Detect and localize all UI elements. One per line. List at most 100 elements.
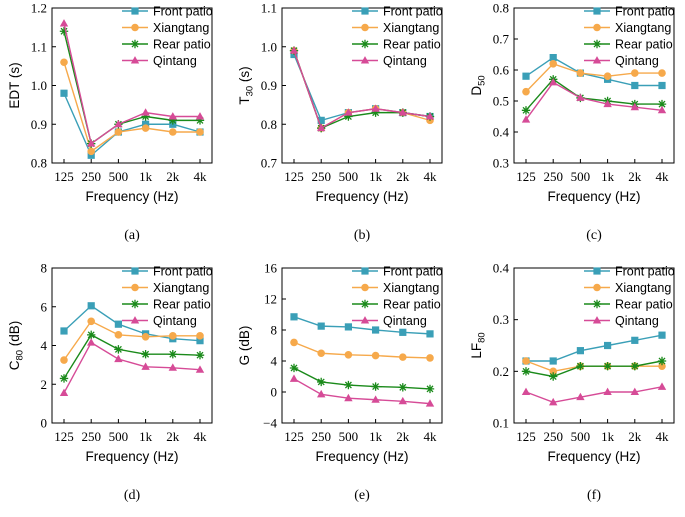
legend-marker [592, 39, 602, 49]
legend-label: Xiangtang [153, 21, 209, 35]
y-tick-label: 12 [264, 292, 277, 307]
series-qintang [521, 78, 667, 123]
y-axis-title-main: LF [469, 343, 484, 359]
x-tick-label: 1k [369, 429, 383, 444]
x-tick-label: 125 [54, 429, 74, 444]
legend-marker [361, 7, 369, 15]
data-point [630, 387, 639, 395]
data-point [289, 363, 299, 373]
x-tick-label: 250 [543, 169, 563, 184]
data-point [522, 72, 530, 80]
series-line [293, 316, 431, 335]
legend-label: Qintang [383, 314, 427, 328]
legend: Front patio Xiangtang Rear patio Qintang [122, 5, 213, 68]
x-axis-title: Frequency (Hz) [85, 449, 178, 464]
data-point [87, 139, 96, 147]
y-tick-label: 0.4 [493, 261, 510, 276]
data-point [196, 128, 204, 136]
data-point [426, 330, 434, 338]
x-tick-label: 4k [424, 429, 438, 444]
panel-label: (a) [124, 228, 140, 243]
series-xiangtang [60, 317, 204, 364]
series-line [63, 23, 200, 145]
y-tick-label: 0.1 [493, 416, 509, 431]
data-point [168, 116, 177, 125]
legend-marker [360, 56, 370, 64]
y-axis-title-subscript: 30 [245, 86, 256, 97]
legend-label: Xiangtang [615, 21, 671, 35]
series-qintang [289, 374, 435, 407]
x-tick-label: 4k [194, 429, 208, 444]
data-point [371, 351, 380, 360]
series-line [525, 78, 662, 111]
data-point [576, 392, 585, 401]
y-tick-label: 0.5 [493, 94, 509, 109]
series-line [63, 320, 200, 361]
x-tick-label: 1k [139, 429, 153, 444]
data-point [195, 350, 205, 360]
data-point [399, 328, 407, 336]
data-point [657, 382, 667, 390]
data-point [344, 393, 353, 402]
data-point [60, 58, 68, 67]
data-point [522, 87, 530, 96]
x-tick-label: 1k [139, 169, 153, 184]
y-tick-label: 4 [41, 338, 48, 353]
data-point [657, 356, 667, 366]
y-tick-label: 0.8 [261, 117, 277, 132]
y-tick-label: 0 [271, 385, 278, 400]
data-point [657, 99, 667, 109]
data-point [399, 353, 407, 361]
series-line [525, 386, 663, 404]
y-tick-label: 0.8 [493, 1, 509, 16]
y-tick-label: 8 [271, 323, 278, 338]
data-point [168, 112, 177, 120]
series-xiangtang [60, 58, 204, 156]
data-point [87, 151, 95, 159]
data-point [169, 332, 177, 340]
series-qintang [521, 382, 667, 406]
data-point [658, 331, 666, 339]
data-point [371, 395, 380, 403]
data-point [425, 399, 435, 407]
data-point [317, 377, 326, 387]
data-point [169, 128, 177, 136]
y-tick-label: 0.7 [261, 156, 278, 171]
data-point [603, 387, 612, 395]
legend-label: Rear patio [153, 38, 211, 52]
series-line [525, 81, 663, 121]
x-tick-label: 125 [284, 429, 304, 444]
data-point [658, 362, 666, 370]
data-point [344, 351, 353, 359]
x-tick-label: 2k [628, 429, 642, 444]
data-point [630, 102, 639, 111]
series-xiangtang [522, 60, 666, 96]
x-tick-label: 250 [543, 429, 563, 444]
x-tick-label: 250 [81, 169, 101, 184]
chart-panel-3: 0.3 0.4 0.5 0.6 0.7 0.8 125 250 500 1k 2k 4k Frequen… [469, 1, 675, 244]
data-point [195, 365, 205, 373]
legend-label: Rear patio [383, 298, 441, 312]
chart-panel-4: 0 2 4 6 8 125 250 500 1k 2k 4k Frequency (Hz) C80 (d… [7, 261, 213, 504]
data-point [549, 60, 557, 68]
panel-label: (d) [124, 488, 141, 503]
legend-marker [360, 39, 370, 49]
data-point [317, 349, 326, 358]
x-tick-label: 125 [284, 169, 304, 184]
data-point [59, 388, 69, 396]
data-point [658, 69, 666, 77]
legend-marker [593, 23, 601, 32]
series-line [293, 378, 431, 405]
data-point [549, 357, 557, 365]
legend-marker [130, 316, 140, 324]
x-tick-label: 1k [601, 429, 615, 444]
y-tick-label: 1.0 [31, 78, 47, 93]
legend-marker [131, 7, 139, 15]
y-tick-label: −4 [263, 416, 277, 431]
legend: Front patio Xiangtang Rear patio Qintang [122, 265, 213, 328]
x-tick-label: 2k [396, 429, 410, 444]
x-tick-label: 500 [339, 429, 359, 444]
data-point [141, 362, 150, 370]
data-point [290, 338, 298, 347]
y-axis-title-main: C [7, 360, 22, 370]
